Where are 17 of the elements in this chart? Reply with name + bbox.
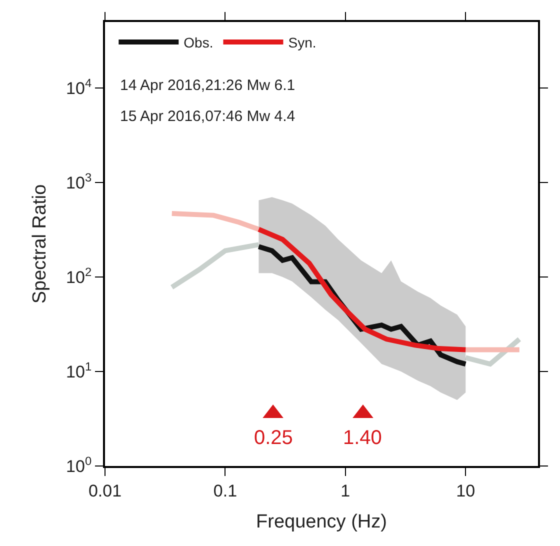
annotation: 14 Apr 2016,21:26 Mw 6.1	[120, 77, 296, 94]
y-tick-label: 10$^{3}$	[66, 170, 92, 192]
y-axis-title: Spectral Ratio	[29, 184, 50, 304]
annotation: 1.40	[343, 427, 382, 449]
legend-label: Syn.	[288, 34, 316, 50]
annotation: 15 Apr 2016,07:46 Mw 4.4	[120, 108, 296, 125]
x-tick-label: 0.1	[213, 481, 238, 500]
x-tick-label: 0.01	[88, 481, 122, 500]
x-tick-label: 10	[456, 481, 476, 500]
y-tick-label: 10$^{2}$	[66, 264, 92, 287]
y-tick-label: 10$^{0}$	[66, 454, 92, 476]
y-tick-label: 10$^{1}$	[66, 359, 92, 382]
annotation: 0.25	[254, 427, 293, 449]
x-axis-title: Frequency (Hz)	[256, 512, 387, 533]
y-tick-label: 10$^{4}$	[66, 76, 92, 98]
x-tick-label: 1	[340, 481, 350, 500]
legend-label: Obs.	[184, 34, 214, 50]
